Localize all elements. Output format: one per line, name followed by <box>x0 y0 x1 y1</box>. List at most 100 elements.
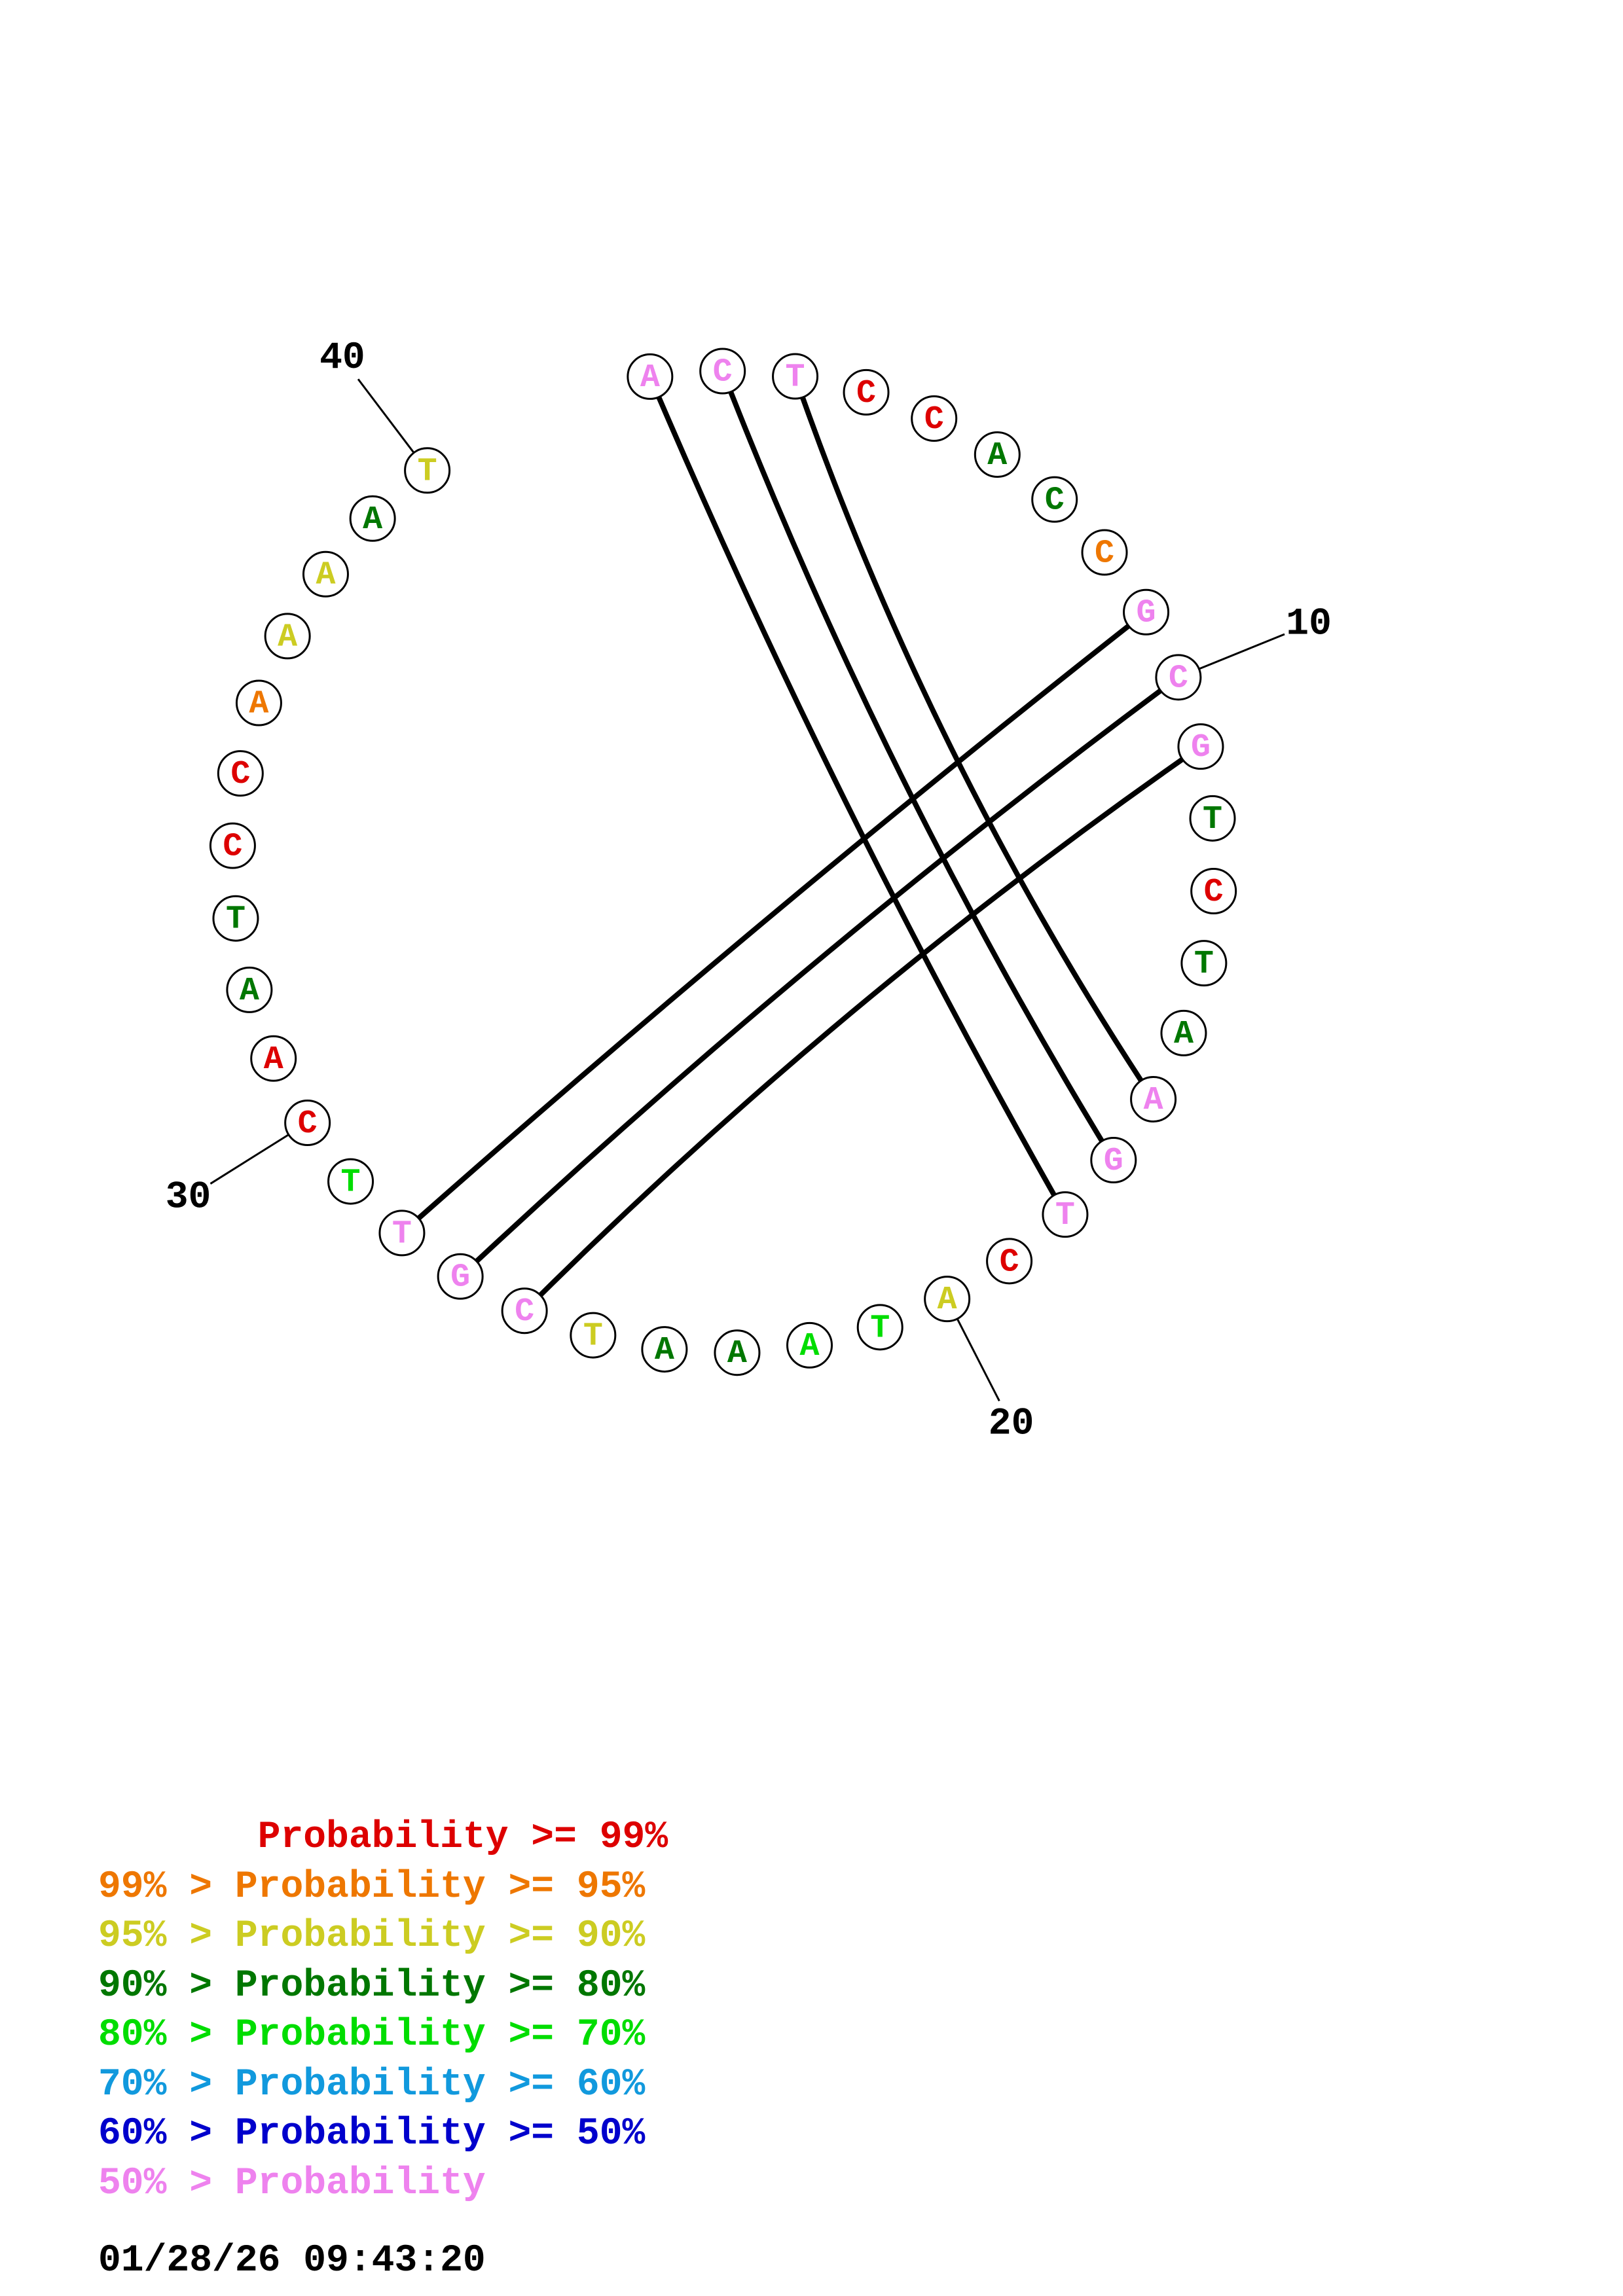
nucleotide-circle <box>250 1035 297 1082</box>
nucleotide-28: T <box>378 1210 426 1257</box>
nucleotide-circle <box>974 431 1021 478</box>
nucleotide-circle <box>235 679 282 726</box>
nucleotide-33: T <box>212 895 259 942</box>
nucleotide-circle <box>302 550 349 598</box>
nucleotide-22: A <box>786 1321 833 1369</box>
nucleotide-circle <box>437 1253 484 1300</box>
nucleotide-3: T <box>772 353 819 400</box>
nucleotide-circle <box>404 447 451 494</box>
nucleotide-letter: T <box>392 1215 412 1253</box>
nucleotide-circle <box>641 1326 688 1373</box>
nucleotide-circle <box>1090 1137 1137 1184</box>
nucleotide-letter: C <box>515 1293 534 1331</box>
nucleotide-letter: A <box>1144 1082 1163 1119</box>
nucleotide-letter: T <box>1194 946 1214 983</box>
nucleotide-circle <box>699 348 746 395</box>
nucleotide-29: T <box>327 1158 374 1205</box>
nucleotide-17: G <box>1090 1137 1137 1184</box>
nucleotide-39: A <box>349 495 396 542</box>
legend-row-4: 90% > Probability >= 80% <box>98 1964 646 2007</box>
nucleotide-13: C <box>1190 867 1237 914</box>
legend-row-8: 50% > Probability <box>98 2162 486 2205</box>
nucleotide-letter: G <box>1104 1143 1123 1180</box>
nucleotide-11: G <box>1177 723 1224 770</box>
nucleotide-letter: C <box>1000 1244 1019 1281</box>
nucleotide-12: T <box>1189 795 1236 842</box>
tick-line-30 <box>210 1134 289 1185</box>
legend-row-2: 99% > Probability >= 95% <box>98 1865 646 1909</box>
position-ticks: 10 20 30 40 <box>166 337 1332 1446</box>
tick-label-30: 30 <box>166 1176 211 1219</box>
nucleotide-36: A <box>235 679 282 726</box>
nucleotide-letter: A <box>987 437 1007 475</box>
nucleotide-circle <box>327 1158 374 1205</box>
nucleotide-4: C <box>843 368 890 416</box>
nucleotide-letter: C <box>1045 482 1065 520</box>
tick-label-40: 40 <box>319 337 365 380</box>
nucleotide-circle <box>226 966 273 1013</box>
nucleotide-letter: A <box>938 1282 957 1319</box>
legend-row-6: 70% > Probability >= 60% <box>98 2063 646 2106</box>
nucleotide-37: A <box>264 613 311 660</box>
nucleotide-35: C <box>217 750 264 797</box>
nucleotide-letter: G <box>1191 729 1211 766</box>
nucleotide-letter: T <box>341 1164 361 1202</box>
nucleotide-7: C <box>1031 476 1078 523</box>
nucleotide-1: A <box>627 353 674 400</box>
nucleotide-letter: T <box>870 1310 890 1347</box>
nucleotide-21: T <box>856 1304 903 1351</box>
nucleotide-circle <box>1081 529 1128 576</box>
nucleotide-circle <box>217 750 264 797</box>
nucleotide-letter: C <box>924 401 944 439</box>
tick-line-10 <box>1198 633 1285 670</box>
nucleotide-circle <box>911 395 958 442</box>
nucleotide-letter: C <box>713 354 733 391</box>
nucleotide-30: C <box>284 1100 331 1147</box>
nucleotide-32: A <box>226 966 273 1013</box>
nucleotide-letter: A <box>240 973 259 1010</box>
nucleotide-16: A <box>1130 1075 1177 1122</box>
nucleotide-letter: A <box>264 1041 283 1079</box>
nucleotide-letter: G <box>450 1259 470 1297</box>
nucleotide-circle <box>1155 654 1202 701</box>
base-pair-arc-1-18 <box>647 374 1068 1217</box>
tick-line-20 <box>956 1318 1000 1402</box>
nucleotide-letter: G <box>1137 595 1156 632</box>
tick-label-20: 20 <box>989 1403 1034 1446</box>
nucleotide-circle <box>786 1321 833 1369</box>
nucleotide-circle <box>349 495 396 542</box>
nucleotide-circle <box>1130 1075 1177 1122</box>
base-pair-arc-10-27 <box>458 674 1181 1280</box>
nucleotide-letter: A <box>727 1335 747 1372</box>
nucleotide-letter: A <box>249 686 268 723</box>
tick-label-10: 10 <box>1286 603 1332 645</box>
nucleotide-letter: C <box>1169 660 1188 697</box>
nucleotide-circle <box>212 895 259 942</box>
nucleotide-letter: T <box>418 453 437 490</box>
legend-row-3: 95% > Probability >= 90% <box>98 1915 646 1958</box>
nucleotide-circle <box>1160 1009 1207 1056</box>
nucleotide-circle <box>1031 476 1078 523</box>
legend-row-7: 60% > Probability >= 50% <box>98 2113 646 2155</box>
nucleotide-31: A <box>250 1035 297 1082</box>
nucleotide-letter: C <box>223 829 242 866</box>
nucleotide-14: T <box>1180 940 1228 987</box>
nucleotide-15: A <box>1160 1009 1207 1056</box>
nucleotide-circle <box>1189 795 1236 842</box>
nucleotide-circle <box>1180 940 1228 987</box>
nucleotide-circle <box>378 1210 426 1257</box>
base-pair-arc-3-16 <box>792 374 1156 1102</box>
nucleotide-circle <box>843 368 890 416</box>
nucleotide-circle <box>264 613 311 660</box>
nucleotide-letter: C <box>298 1105 318 1143</box>
nucleotide-circle <box>1177 723 1224 770</box>
nucleotide-letter: T <box>226 901 246 939</box>
nucleotide-circle <box>501 1287 548 1335</box>
nucleotide-circle <box>284 1100 331 1147</box>
tick-line-40 <box>357 378 415 454</box>
nucleotide-letter: C <box>1204 874 1224 911</box>
nucleotide-circle <box>627 353 674 400</box>
nucleotide-letter: A <box>655 1332 674 1369</box>
nucleotide-8: C <box>1081 529 1128 576</box>
nucleotide-circle <box>1042 1191 1089 1238</box>
